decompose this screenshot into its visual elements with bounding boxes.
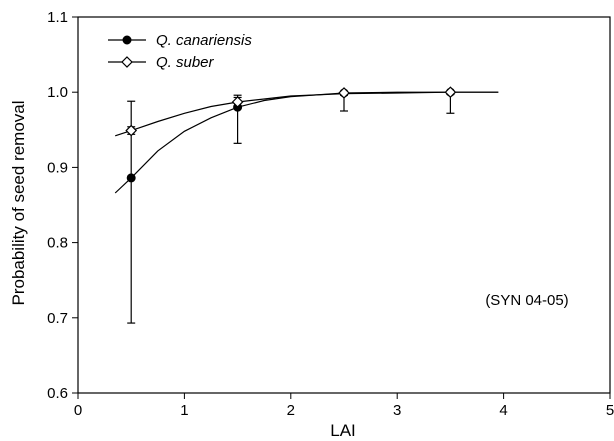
- x-tick-label: 1: [180, 402, 188, 419]
- chart-annotation: (SYN 04-05): [485, 292, 568, 309]
- y-tick-label: 1.1: [47, 9, 68, 26]
- x-axis-label: LAI: [330, 421, 356, 440]
- legend: Q. canariensis Q. suber: [108, 32, 252, 71]
- data-point-series-2: [444, 86, 457, 99]
- legend-item: Q. suber: [108, 54, 215, 71]
- legend-label: Q. canariensis: [156, 32, 252, 49]
- data-point-series-2: [125, 124, 138, 137]
- y-tick-label: 0.8: [47, 235, 68, 252]
- data-point-series-2: [338, 87, 350, 99]
- error-bars: [127, 91, 455, 324]
- plot-frame: [77, 16, 611, 394]
- x-tick-label: 3: [393, 402, 401, 419]
- data-markers: [125, 86, 457, 183]
- y-tick-label: 1.0: [47, 84, 68, 101]
- data-point-series-2: [231, 96, 244, 108]
- x-tick-label: 4: [499, 402, 507, 419]
- y-tick-label: 0.7: [47, 310, 68, 327]
- legend-marker: [122, 35, 132, 45]
- x-tick-label: 2: [287, 402, 295, 419]
- plot-area-border: [77, 16, 611, 394]
- axis-tick-labels: 0 1 2 3 4 5 0.6 0.7 0.8 0.9 1.0 1.1: [47, 9, 614, 419]
- legend-label: Q. suber: [156, 54, 215, 71]
- data-point-series-1: [126, 173, 136, 183]
- x-tick-label: 5: [606, 402, 614, 419]
- legend-marker: [121, 56, 133, 68]
- error-bar: [127, 100, 136, 324]
- y-tick-label: 0.6: [47, 385, 68, 402]
- y-axis-label: Probability of seed removal: [9, 100, 28, 305]
- legend-item: Q. canariensis: [108, 32, 252, 49]
- fit-curve-series-2: [115, 91, 499, 137]
- x-tick-label: 0: [74, 402, 82, 419]
- fit-curves: [114, 91, 499, 194]
- axis-ticks: [72, 16, 611, 399]
- y-tick-label: 0.9: [47, 159, 68, 176]
- fit-curve-series-1: [114, 91, 499, 194]
